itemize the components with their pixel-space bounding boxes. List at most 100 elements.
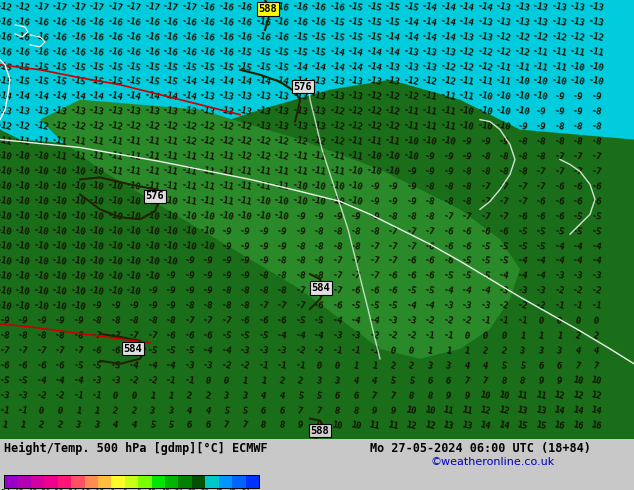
Text: -15: -15 — [309, 46, 327, 58]
Text: -8: -8 — [424, 196, 436, 207]
Text: -7: -7 — [442, 211, 454, 222]
Bar — [125, 475, 138, 488]
Text: -6: -6 — [460, 226, 473, 237]
Text: -11: -11 — [254, 165, 272, 177]
Text: -4: -4 — [313, 330, 325, 342]
Text: -9: -9 — [294, 211, 306, 222]
Text: -12: -12 — [69, 121, 87, 133]
Text: -10: -10 — [51, 285, 68, 297]
Text: -5: -5 — [534, 226, 547, 237]
Text: -11: -11 — [236, 165, 254, 177]
Text: -14: -14 — [439, 1, 457, 13]
Text: -16: -16 — [32, 46, 50, 58]
Text: 1: 1 — [93, 406, 100, 416]
Text: 14: 14 — [479, 420, 491, 431]
Text: -9: -9 — [571, 106, 584, 117]
Text: -2: -2 — [238, 360, 250, 371]
Text: -4: -4 — [164, 360, 177, 371]
Text: 11: 11 — [368, 420, 380, 431]
Text: -10: -10 — [32, 300, 50, 312]
Text: -6: -6 — [53, 360, 66, 371]
Text: -5: -5 — [460, 270, 473, 282]
Text: 0: 0 — [204, 376, 211, 386]
Text: -11: -11 — [162, 165, 179, 177]
Text: -15: -15 — [365, 1, 383, 13]
Text: -8: -8 — [516, 166, 528, 177]
Text: -8: -8 — [53, 330, 66, 342]
Text: -16: -16 — [143, 16, 161, 28]
Text: -4: -4 — [146, 360, 158, 371]
Text: -14: -14 — [365, 61, 383, 73]
Text: -10: -10 — [495, 91, 512, 103]
Text: -16: -16 — [51, 16, 68, 28]
Text: -16: -16 — [69, 31, 87, 43]
Text: Height/Temp. 500 hPa [gdmp][°C] ECMWF: Height/Temp. 500 hPa [gdmp][°C] ECMWF — [4, 442, 268, 455]
Text: 30: 30 — [188, 489, 197, 490]
Text: -11: -11 — [532, 46, 549, 58]
Text: -8: -8 — [553, 121, 565, 132]
Text: -12: -12 — [439, 75, 457, 88]
Text: -3: -3 — [257, 345, 269, 356]
Text: -10: -10 — [14, 270, 31, 282]
Text: 14: 14 — [590, 405, 602, 416]
Text: -13: -13 — [384, 61, 401, 73]
Text: 10: 10 — [590, 375, 602, 386]
Text: 2: 2 — [297, 376, 304, 386]
Text: -15: -15 — [32, 75, 50, 88]
Text: -9: -9 — [275, 226, 288, 237]
Text: -12: -12 — [347, 105, 365, 118]
Text: 7: 7 — [223, 420, 230, 431]
Text: -11: -11 — [347, 135, 365, 147]
Text: 3: 3 — [444, 361, 451, 371]
Text: -13: -13 — [347, 75, 365, 88]
Text: -11: -11 — [495, 61, 512, 73]
Text: 1: 1 — [259, 376, 266, 386]
Text: -10: -10 — [0, 300, 13, 312]
Text: -10: -10 — [87, 165, 105, 177]
Text: -14: -14 — [421, 16, 438, 28]
Text: -11: -11 — [309, 165, 327, 177]
Text: -4: -4 — [202, 345, 214, 356]
Text: 0: 0 — [112, 391, 119, 401]
Text: 5: 5 — [148, 420, 155, 431]
Text: -8: -8 — [275, 286, 288, 296]
Text: -9: -9 — [53, 316, 66, 326]
Text: 11: 11 — [442, 405, 454, 416]
Text: -9: -9 — [164, 270, 177, 282]
Bar — [58, 475, 71, 488]
Text: -10: -10 — [106, 270, 124, 282]
Text: -12: -12 — [217, 135, 235, 147]
Text: -9: -9 — [183, 256, 195, 267]
Text: -9: -9 — [164, 300, 177, 312]
Text: -15: -15 — [347, 1, 365, 13]
Text: -10: -10 — [291, 195, 309, 207]
Text: -7: -7 — [331, 256, 343, 267]
Text: 11: 11 — [516, 390, 528, 401]
Text: -10: -10 — [32, 150, 50, 163]
Text: -13: -13 — [347, 91, 365, 103]
Text: -11: -11 — [236, 195, 254, 207]
Bar — [4, 475, 259, 488]
Text: -9: -9 — [553, 106, 565, 117]
Text: -10: -10 — [69, 210, 87, 222]
Bar — [17, 475, 31, 488]
Text: -13: -13 — [309, 121, 327, 133]
Text: -6: -6 — [534, 211, 547, 222]
Text: -10: -10 — [550, 75, 568, 88]
Text: -12: -12 — [87, 121, 105, 133]
Text: -12: -12 — [51, 121, 68, 133]
Text: -9: -9 — [183, 286, 195, 296]
Text: -7: -7 — [553, 166, 565, 177]
Text: -10: -10 — [106, 210, 124, 222]
Text: -10: -10 — [14, 180, 31, 193]
Text: -14: -14 — [87, 91, 105, 103]
Bar — [44, 475, 58, 488]
Text: -14: -14 — [143, 91, 161, 103]
Text: -11: -11 — [217, 165, 235, 177]
Text: -6: -6 — [238, 316, 250, 326]
Text: -7: -7 — [109, 330, 121, 342]
Text: -9: -9 — [220, 226, 232, 237]
Text: -7: -7 — [331, 286, 343, 296]
Text: 7: 7 — [389, 391, 396, 401]
Text: -5: -5 — [16, 375, 29, 386]
